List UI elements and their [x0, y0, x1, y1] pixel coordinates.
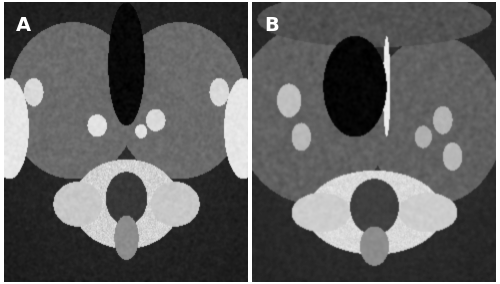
Text: B: B — [264, 16, 279, 35]
Text: A: A — [16, 16, 32, 35]
